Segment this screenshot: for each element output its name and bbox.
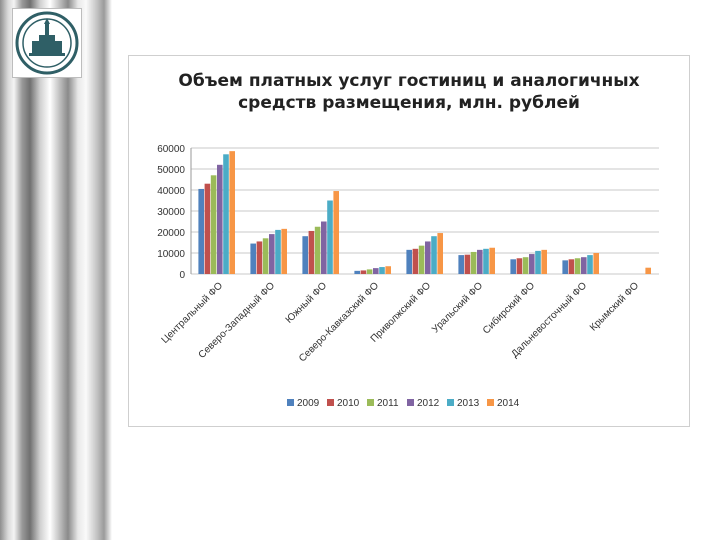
bar <box>568 259 575 274</box>
bar <box>470 251 477 274</box>
bar <box>366 269 373 274</box>
legend-label: 2013 <box>457 398 480 409</box>
bar <box>333 191 339 274</box>
y-tick-label: 30000 <box>157 207 185 218</box>
bar <box>412 248 419 274</box>
legend-label: 2011 <box>377 398 399 409</box>
legend-swatch <box>327 399 334 406</box>
bar <box>529 254 535 274</box>
bar-chart: 0100002000030000400005000060000Центральн… <box>157 144 659 409</box>
bar <box>204 183 211 274</box>
bar <box>217 164 223 274</box>
chart-area: Объем платных услуг гостиниц и аналогичн… <box>128 55 690 427</box>
bar <box>210 175 217 274</box>
legend-label: 2010 <box>337 398 360 409</box>
bar <box>574 258 581 274</box>
bar <box>250 243 256 274</box>
bar <box>256 241 263 274</box>
bar <box>483 248 489 274</box>
bar <box>516 258 523 274</box>
bar <box>587 255 593 274</box>
legend-swatch <box>447 399 454 406</box>
bar <box>477 249 483 274</box>
y-tick-label: 10000 <box>157 249 185 260</box>
y-tick-label: 20000 <box>157 228 185 239</box>
bar <box>418 245 425 274</box>
bar <box>425 241 431 274</box>
bar <box>458 255 464 274</box>
x-tick-label: Уральский ФО <box>430 280 485 335</box>
bar <box>321 221 327 274</box>
bar <box>406 249 412 274</box>
y-tick-label: 60000 <box>157 144 185 155</box>
legend-swatch <box>287 399 294 406</box>
bar <box>522 257 529 274</box>
bar <box>198 188 204 274</box>
university-logo <box>12 8 82 78</box>
legend-swatch <box>407 399 414 406</box>
bar <box>541 249 547 274</box>
legend-swatch <box>367 399 374 406</box>
bar <box>269 234 275 274</box>
bar <box>223 154 229 274</box>
bar <box>302 236 308 274</box>
bar <box>262 238 269 274</box>
x-tick-label: Сибирский ФО <box>480 279 537 336</box>
bar <box>510 259 516 274</box>
bar <box>379 267 385 274</box>
bar <box>535 250 541 274</box>
bar <box>581 257 587 274</box>
y-tick-label: 40000 <box>157 186 185 197</box>
bar <box>489 247 495 274</box>
bar <box>593 253 599 274</box>
y-tick-label: 0 <box>179 270 185 281</box>
chart-title: Объем платных услуг гостиниц и аналогичн… <box>129 70 689 114</box>
decorative-strip <box>0 0 112 540</box>
bar <box>464 254 471 274</box>
bar <box>281 228 287 274</box>
bar <box>327 200 333 274</box>
x-tick-label: Крымский ФО <box>588 280 641 333</box>
legend-label: 2012 <box>417 398 440 409</box>
bar <box>229 151 235 274</box>
bar <box>431 236 437 274</box>
bar <box>308 230 315 274</box>
bar <box>562 260 568 274</box>
university-emblem-icon <box>15 11 79 75</box>
bar <box>275 229 281 274</box>
legend-label: 2009 <box>297 398 320 409</box>
bar <box>373 268 379 274</box>
bar <box>645 267 651 274</box>
y-tick-label: 50000 <box>157 165 185 176</box>
bar <box>385 266 391 274</box>
bar <box>354 270 360 274</box>
bar <box>437 233 443 274</box>
bar <box>314 226 321 274</box>
x-tick-label: Южный ФО <box>284 280 330 326</box>
chart-title-line-2: средств размещения, млн. рублей <box>238 93 580 113</box>
chart-title-line-1: Объем платных услуг гостиниц и аналогичн… <box>178 71 640 91</box>
legend-label: 2014 <box>497 398 520 409</box>
bar <box>360 270 367 274</box>
legend-swatch <box>487 399 494 406</box>
